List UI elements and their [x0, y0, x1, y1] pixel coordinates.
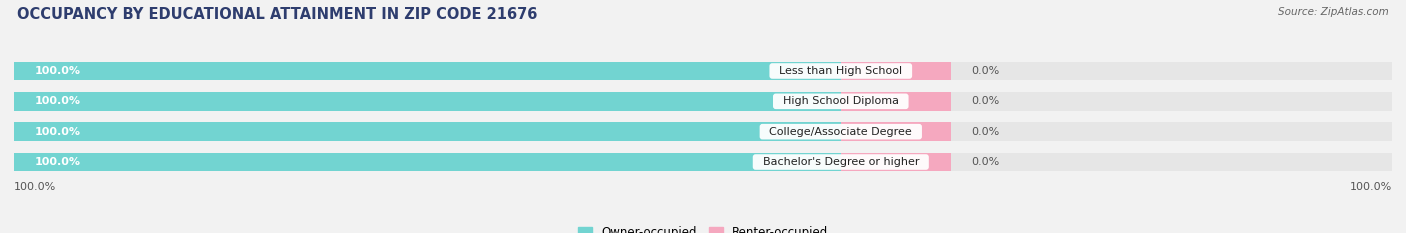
- Text: Bachelor's Degree or higher: Bachelor's Degree or higher: [755, 157, 927, 167]
- Text: 100.0%: 100.0%: [14, 182, 56, 192]
- Bar: [14, 153, 841, 171]
- Bar: [841, 122, 950, 141]
- Bar: [14, 62, 841, 80]
- Bar: [14, 92, 1392, 111]
- Text: 100.0%: 100.0%: [35, 127, 80, 137]
- Text: Source: ZipAtlas.com: Source: ZipAtlas.com: [1278, 7, 1389, 17]
- Bar: [14, 153, 1392, 171]
- Bar: [14, 122, 841, 141]
- Text: OCCUPANCY BY EDUCATIONAL ATTAINMENT IN ZIP CODE 21676: OCCUPANCY BY EDUCATIONAL ATTAINMENT IN Z…: [17, 7, 537, 22]
- Bar: [841, 62, 950, 80]
- Legend: Owner-occupied, Renter-occupied: Owner-occupied, Renter-occupied: [572, 221, 834, 233]
- Text: 0.0%: 0.0%: [972, 66, 1000, 76]
- Text: 0.0%: 0.0%: [972, 127, 1000, 137]
- Text: 0.0%: 0.0%: [972, 96, 1000, 106]
- Text: 0.0%: 0.0%: [972, 157, 1000, 167]
- Bar: [14, 62, 1392, 80]
- Bar: [14, 92, 841, 111]
- Text: 100.0%: 100.0%: [35, 157, 80, 167]
- Bar: [841, 92, 950, 111]
- Bar: [14, 122, 1392, 141]
- Bar: [841, 153, 950, 171]
- Text: 100.0%: 100.0%: [35, 96, 80, 106]
- Text: College/Associate Degree: College/Associate Degree: [762, 127, 920, 137]
- Text: 100.0%: 100.0%: [1350, 182, 1392, 192]
- Text: 100.0%: 100.0%: [35, 66, 80, 76]
- Text: Less than High School: Less than High School: [772, 66, 910, 76]
- Text: High School Diploma: High School Diploma: [776, 96, 905, 106]
